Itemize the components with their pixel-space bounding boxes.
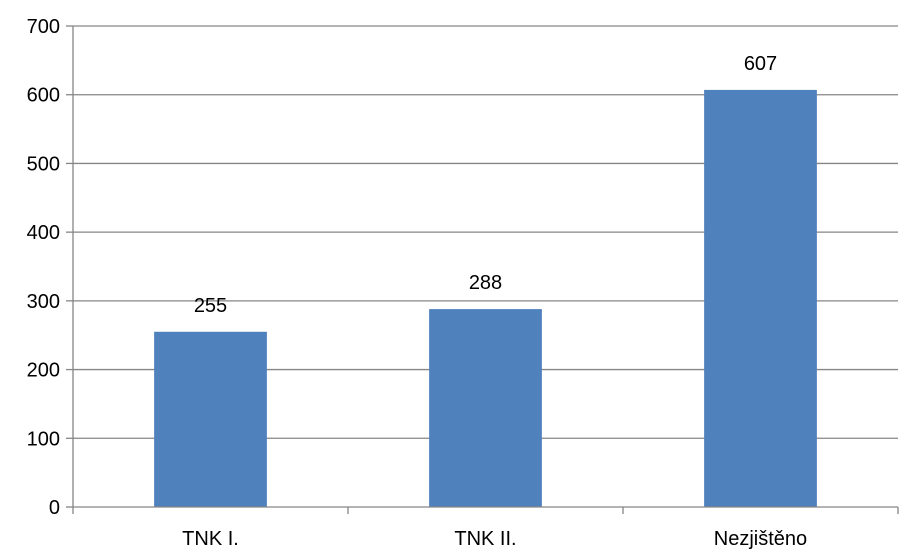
y-tick-label: 400 — [27, 222, 60, 244]
data-label: 255 — [194, 295, 227, 317]
y-tick-label: 300 — [27, 291, 60, 313]
y-tick-label: 600 — [27, 85, 60, 107]
bar-0 — [154, 331, 267, 507]
y-tick-label: 100 — [27, 428, 60, 450]
axes — [66, 25, 899, 514]
bar-1 — [429, 309, 542, 507]
labels: 0 100 200 300 400 500 600 700 255 TNK I. 288 TNK II… — [27, 16, 808, 550]
data-label: 607 — [744, 53, 777, 75]
y-tick-label: 0 — [49, 497, 60, 519]
y-tick-label: 200 — [27, 360, 60, 382]
y-tick-label: 700 — [27, 16, 60, 38]
data-label: 288 — [469, 272, 502, 294]
x-category-label: TNK II. — [454, 528, 516, 550]
x-category-label: TNK I. — [182, 528, 239, 550]
bar-2 — [704, 89, 817, 507]
bars — [154, 89, 817, 507]
x-category-label: Nezjištěno — [714, 528, 807, 550]
y-tick-label: 500 — [27, 153, 60, 175]
